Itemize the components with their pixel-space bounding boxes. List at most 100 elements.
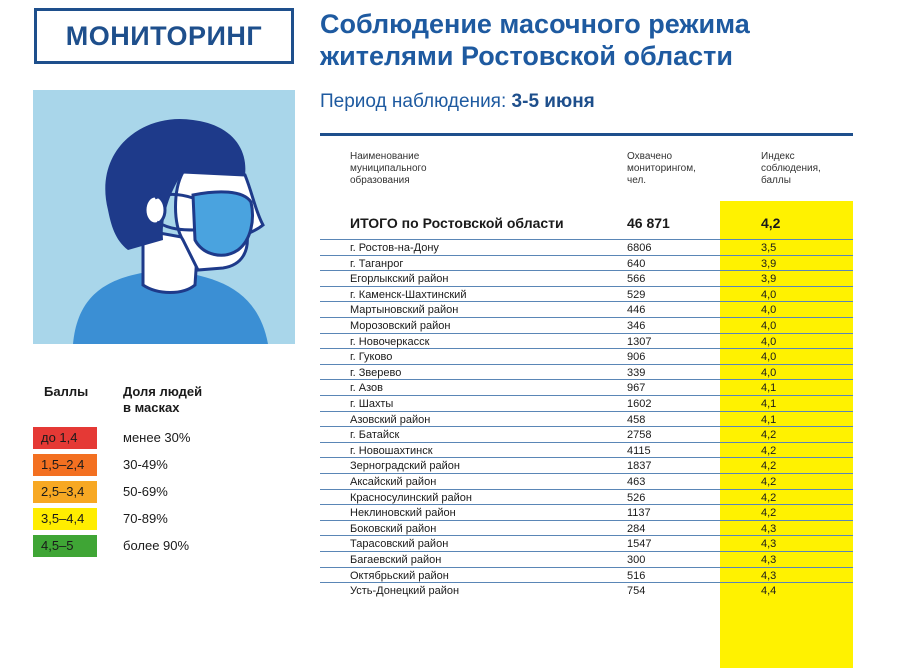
total-count: 46 871: [627, 215, 670, 231]
cell-count: 1137: [627, 507, 651, 520]
cell-name: Неклиновский район: [350, 507, 456, 520]
cell-name: Багаевский район: [350, 554, 442, 566]
legend-share-header: Доля людей в масках: [123, 384, 203, 415]
cell-index: 3,5: [761, 242, 777, 254]
cell-name: г. Таганрог: [350, 257, 404, 270]
cell-name: Зерноградский район: [350, 460, 460, 473]
table-row: г. Гуково 906 4,0: [320, 348, 853, 364]
legend-swatch: 4,5–5: [33, 535, 97, 557]
table-row: г. Азов 967 4,1: [320, 379, 853, 395]
cell-count: 526: [627, 491, 646, 504]
table-row: Зерноградский район 1837 4,2: [320, 457, 853, 473]
cell-count: 1307: [627, 335, 652, 348]
cell-name: Усть-Донецкий район: [350, 585, 460, 598]
cell-count: 458: [627, 413, 646, 426]
cell-count: 346: [627, 320, 646, 332]
cell-name: г. Шахты: [350, 398, 394, 410]
cell-count: 640: [627, 257, 646, 270]
cell-index: 4,3: [761, 538, 777, 551]
cell-name: Мартыновский район: [350, 304, 459, 317]
legend-swatch: до 1,4: [33, 427, 97, 449]
person-wearing-mask-icon: [73, 118, 268, 344]
cell-count: 463: [627, 476, 646, 488]
legend-row: до 1,4 менее 30%: [33, 427, 283, 449]
header-count: Охвачено мониторингом, чел.: [627, 151, 696, 186]
legend-row: 3,5–4,4 70-89%: [33, 508, 283, 530]
table-row: г. Новошахтинск 4115 4,2: [320, 441, 853, 458]
cell-name: г. Зверево: [350, 366, 402, 379]
cell-name: Октябрьский район: [350, 569, 449, 582]
table-row: г. Зверево 339 4,0: [320, 363, 853, 380]
cell-index: 4,3: [761, 522, 777, 535]
table-row: г. Ростов-на-Дону 6806 3,5: [320, 239, 853, 255]
cell-index: 4,2: [761, 444, 777, 457]
cell-index: 4,1: [761, 398, 777, 410]
cell-name: Тарасовский район: [350, 538, 449, 551]
table-row: г. Шахты 1602 4,1: [320, 395, 853, 411]
total-row: ИТОГО по Ростовской области 46 871 4,2: [320, 211, 853, 235]
table-row: Азовский район 458 4,1: [320, 410, 853, 427]
cell-index: 4,2: [761, 460, 777, 473]
cell-index: 4,2: [761, 429, 777, 442]
legend-swatch: 2,5–3,4: [33, 481, 97, 503]
cell-index: 4,2: [761, 507, 777, 520]
total-name: ИТОГО по Ростовской области: [350, 215, 564, 231]
cell-name: г. Азов: [350, 382, 383, 395]
cell-index: 3,9: [761, 257, 777, 270]
legend-label: менее 30%: [123, 430, 191, 445]
cell-index: 4,2: [761, 476, 777, 488]
cell-count: 754: [627, 585, 646, 598]
table-row: Красносулинский район 526 4,2: [320, 488, 853, 505]
cell-count: 529: [627, 288, 646, 301]
table-row: Морозовский район 346 4,0: [320, 317, 853, 333]
table-top-rule: [320, 133, 853, 136]
legend-label: более 90%: [123, 538, 190, 553]
cell-index: 4,2: [761, 491, 777, 504]
legend-label: 70-89%: [123, 511, 168, 526]
cell-index: 3,9: [761, 273, 777, 286]
cell-count: 4115: [627, 444, 651, 457]
table-row: г. Каменск-Шахтинский 529 4,0: [320, 285, 853, 302]
cell-index: 4,0: [761, 304, 777, 317]
legend-score-header: Баллы: [44, 384, 89, 399]
cell-name: г. Новошахтинск: [350, 444, 433, 457]
table-row: Аксайский район 463 4,2: [320, 473, 853, 489]
cell-count: 1837: [627, 460, 652, 473]
legend-row: 2,5–3,4 50-69%: [33, 481, 283, 503]
cell-count: 906: [627, 351, 646, 364]
table-row: Егорлыкский район 566 3,9: [320, 270, 853, 286]
title-line-2: жителями Ростовской области: [320, 41, 734, 71]
period-label: Период наблюдения:: [320, 91, 507, 112]
table-row: г. Таганрог 640 3,9: [320, 254, 853, 271]
legend-row: 1,5–2,4 30-49%: [33, 454, 283, 476]
cell-count: 1602: [627, 398, 652, 410]
cell-name: Боковский район: [350, 522, 437, 535]
header-name: Наименование муниципального образования: [350, 151, 427, 186]
legend-swatch: 1,5–2,4: [33, 454, 97, 476]
index-column-highlight: [720, 201, 853, 668]
cell-name: г. Новочеркасск: [350, 335, 430, 348]
cell-name: Аксайский район: [350, 476, 437, 488]
cell-count: 2758: [627, 429, 652, 442]
table-row: Усть-Донецкий район 754 4,4: [320, 582, 853, 598]
cell-name: г. Каменск-Шахтинский: [350, 288, 467, 301]
cell-index: 4,3: [761, 569, 777, 582]
header-index: Индекс соблюдения, баллы: [761, 151, 821, 186]
cell-name: Азовский район: [350, 413, 431, 426]
cell-name: Морозовский район: [350, 320, 451, 332]
cell-count: 284: [627, 522, 646, 535]
cell-index: 4,1: [761, 413, 777, 426]
table-row: Неклиновский район 1137 4,2: [320, 504, 853, 520]
cell-index: 4,0: [761, 351, 777, 364]
cell-count: 339: [627, 366, 646, 379]
legend-row: 4,5–5 более 90%: [33, 535, 283, 557]
legend-label: 50-69%: [123, 484, 168, 499]
cell-name: Егорлыкский район: [350, 273, 449, 286]
legend-label: 30-49%: [123, 457, 168, 472]
cell-count: 516: [627, 569, 646, 582]
period-value: 3-5 июня: [511, 91, 595, 112]
table-row: Мартыновский район 446 4,0: [320, 301, 853, 317]
cell-index: 4,3: [761, 554, 777, 566]
cell-count: 1547: [627, 538, 652, 551]
title-line-1: Соблюдение масочного режима: [320, 9, 750, 39]
